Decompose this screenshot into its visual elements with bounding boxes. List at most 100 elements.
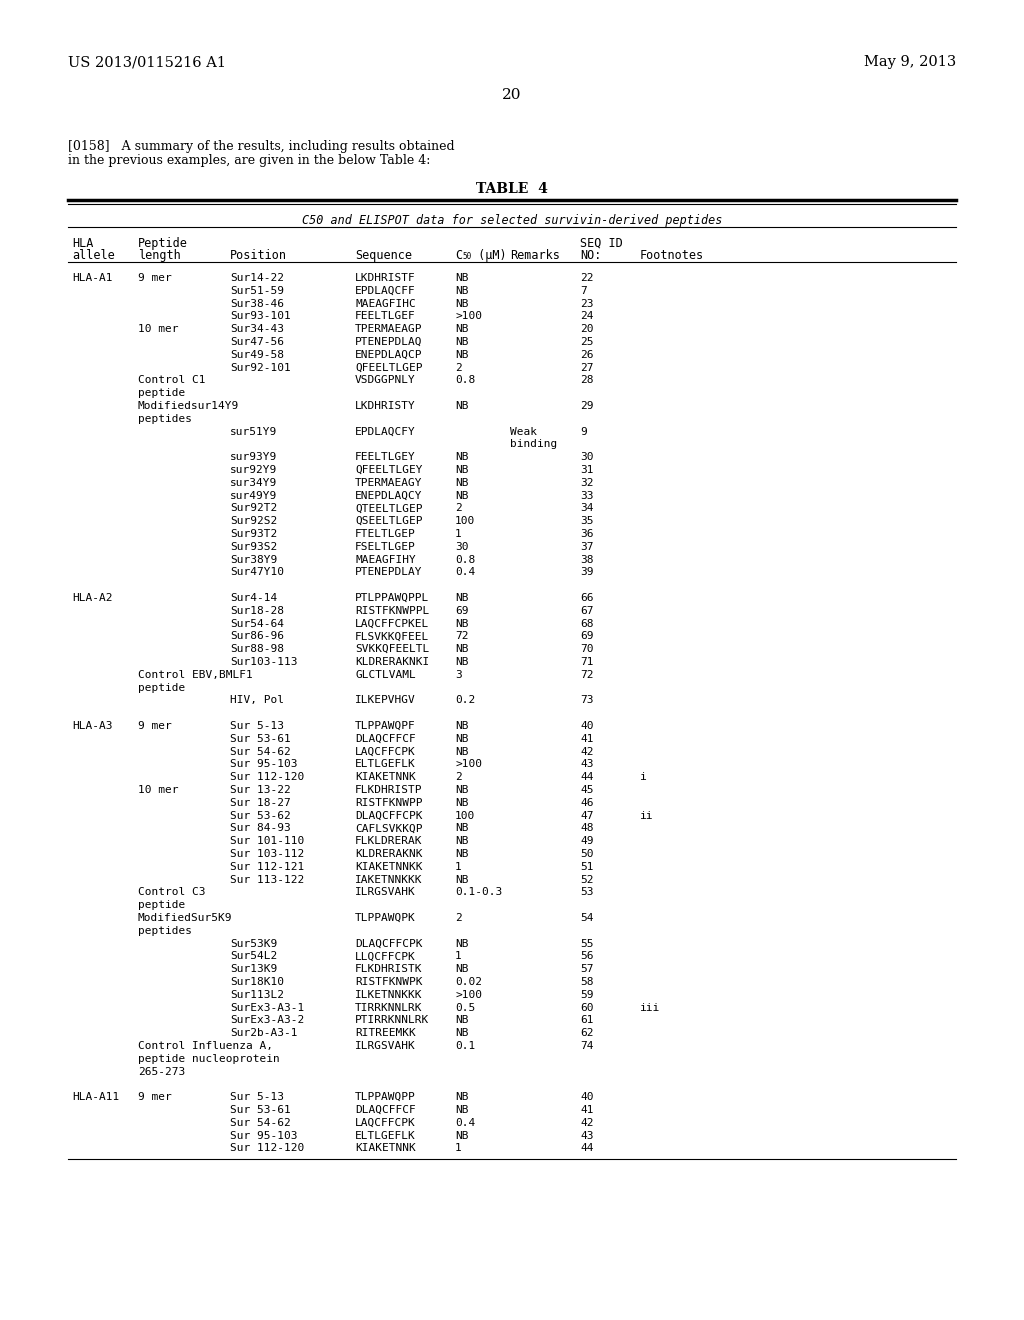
Text: 42: 42 xyxy=(580,1118,594,1127)
Text: Sur86-96: Sur86-96 xyxy=(230,631,284,642)
Text: Sur93T2: Sur93T2 xyxy=(230,529,278,539)
Text: FEELTLGEF: FEELTLGEF xyxy=(355,312,416,321)
Text: 56: 56 xyxy=(580,952,594,961)
Text: Sur54L2: Sur54L2 xyxy=(230,952,278,961)
Text: 0.1-0.3: 0.1-0.3 xyxy=(455,887,502,898)
Text: 55: 55 xyxy=(580,939,594,949)
Text: 20: 20 xyxy=(580,325,594,334)
Text: 50: 50 xyxy=(462,252,471,261)
Text: NB: NB xyxy=(455,401,469,411)
Text: Sur92T2: Sur92T2 xyxy=(230,503,278,513)
Text: NB: NB xyxy=(455,325,469,334)
Text: Control C1: Control C1 xyxy=(138,375,206,385)
Text: KIAKETNNK: KIAKETNNK xyxy=(355,1143,416,1154)
Text: 58: 58 xyxy=(580,977,594,987)
Text: 62: 62 xyxy=(580,1028,594,1039)
Text: 1: 1 xyxy=(455,529,462,539)
Text: 54: 54 xyxy=(580,913,594,923)
Text: NB: NB xyxy=(455,824,469,833)
Text: i: i xyxy=(640,772,647,783)
Text: 41: 41 xyxy=(580,1105,594,1115)
Text: NB: NB xyxy=(455,734,469,743)
Text: 23: 23 xyxy=(580,298,594,309)
Text: QSEELTLGEP: QSEELTLGEP xyxy=(355,516,423,527)
Text: 47: 47 xyxy=(580,810,594,821)
Text: NB: NB xyxy=(455,964,469,974)
Text: 59: 59 xyxy=(580,990,594,999)
Text: Sur 13-22: Sur 13-22 xyxy=(230,785,291,795)
Text: HLA: HLA xyxy=(72,238,93,249)
Text: peptide: peptide xyxy=(138,900,185,911)
Text: Sur 53-61: Sur 53-61 xyxy=(230,1105,291,1115)
Text: LKDHRISTY: LKDHRISTY xyxy=(355,401,416,411)
Text: 29: 29 xyxy=(580,401,594,411)
Text: FLSVKKQFEEL: FLSVKKQFEEL xyxy=(355,631,429,642)
Text: Sur92S2: Sur92S2 xyxy=(230,516,278,527)
Text: 53: 53 xyxy=(580,887,594,898)
Text: NB: NB xyxy=(455,836,469,846)
Text: 61: 61 xyxy=(580,1015,594,1026)
Text: Sur53K9: Sur53K9 xyxy=(230,939,278,949)
Text: 3: 3 xyxy=(455,669,462,680)
Text: 43: 43 xyxy=(580,759,594,770)
Text: Sur93-101: Sur93-101 xyxy=(230,312,291,321)
Text: SurEx3-A3-2: SurEx3-A3-2 xyxy=(230,1015,304,1026)
Text: NB: NB xyxy=(455,1028,469,1039)
Text: 10 mer: 10 mer xyxy=(138,785,178,795)
Text: 52: 52 xyxy=(580,875,594,884)
Text: Control C3: Control C3 xyxy=(138,887,206,898)
Text: VSDGGPNLY: VSDGGPNLY xyxy=(355,375,416,385)
Text: Weak: Weak xyxy=(510,426,537,437)
Text: allele: allele xyxy=(72,249,115,261)
Text: PTENEPDLAQ: PTENEPDLAQ xyxy=(355,337,423,347)
Text: Sur 53-61: Sur 53-61 xyxy=(230,734,291,743)
Text: 0.5: 0.5 xyxy=(455,1003,475,1012)
Text: 60: 60 xyxy=(580,1003,594,1012)
Text: Sur 84-93: Sur 84-93 xyxy=(230,824,291,833)
Text: Remarks: Remarks xyxy=(510,249,560,261)
Text: [0158]   A summary of the results, including results obtained: [0158] A summary of the results, includi… xyxy=(68,140,455,153)
Text: EPDLAQCFY: EPDLAQCFY xyxy=(355,426,416,437)
Text: Sur 112-120: Sur 112-120 xyxy=(230,772,304,783)
Text: Sur 53-62: Sur 53-62 xyxy=(230,810,291,821)
Text: binding: binding xyxy=(510,440,557,449)
Text: KIAKETNNKK: KIAKETNNKK xyxy=(355,862,423,871)
Text: 20: 20 xyxy=(502,88,522,102)
Text: DLAQCFFCF: DLAQCFFCF xyxy=(355,1105,416,1115)
Text: 28: 28 xyxy=(580,375,594,385)
Text: 0.8: 0.8 xyxy=(455,375,475,385)
Text: 0.8: 0.8 xyxy=(455,554,475,565)
Text: Sur34-43: Sur34-43 xyxy=(230,325,284,334)
Text: Sur38Y9: Sur38Y9 xyxy=(230,554,278,565)
Text: NB: NB xyxy=(455,350,469,360)
Text: Sur 54-62: Sur 54-62 xyxy=(230,747,291,756)
Text: 27: 27 xyxy=(580,363,594,372)
Text: sur51Y9: sur51Y9 xyxy=(230,426,278,437)
Text: 69: 69 xyxy=(580,631,594,642)
Text: Sur13K9: Sur13K9 xyxy=(230,964,278,974)
Text: sur92Y9: sur92Y9 xyxy=(230,465,278,475)
Text: NB: NB xyxy=(455,644,469,655)
Text: ILKEPVHGV: ILKEPVHGV xyxy=(355,696,416,705)
Text: 73: 73 xyxy=(580,696,594,705)
Text: 35: 35 xyxy=(580,516,594,527)
Text: >100: >100 xyxy=(455,759,482,770)
Text: ILKETNNKKK: ILKETNNKKK xyxy=(355,990,423,999)
Text: NB: NB xyxy=(455,491,469,500)
Text: FTELTLGEP: FTELTLGEP xyxy=(355,529,416,539)
Text: Sur 95-103: Sur 95-103 xyxy=(230,759,298,770)
Text: 44: 44 xyxy=(580,1143,594,1154)
Text: >100: >100 xyxy=(455,990,482,999)
Text: LAQCFFCPK: LAQCFFCPK xyxy=(355,747,416,756)
Text: 42: 42 xyxy=(580,747,594,756)
Text: Sequence: Sequence xyxy=(355,249,412,261)
Text: Sur88-98: Sur88-98 xyxy=(230,644,284,655)
Text: NB: NB xyxy=(455,453,469,462)
Text: 48: 48 xyxy=(580,824,594,833)
Text: 26: 26 xyxy=(580,350,594,360)
Text: 46: 46 xyxy=(580,797,594,808)
Text: EPDLAQCFF: EPDLAQCFF xyxy=(355,286,416,296)
Text: ILRGSVAHK: ILRGSVAHK xyxy=(355,1041,416,1051)
Text: 40: 40 xyxy=(580,721,594,731)
Text: 70: 70 xyxy=(580,644,594,655)
